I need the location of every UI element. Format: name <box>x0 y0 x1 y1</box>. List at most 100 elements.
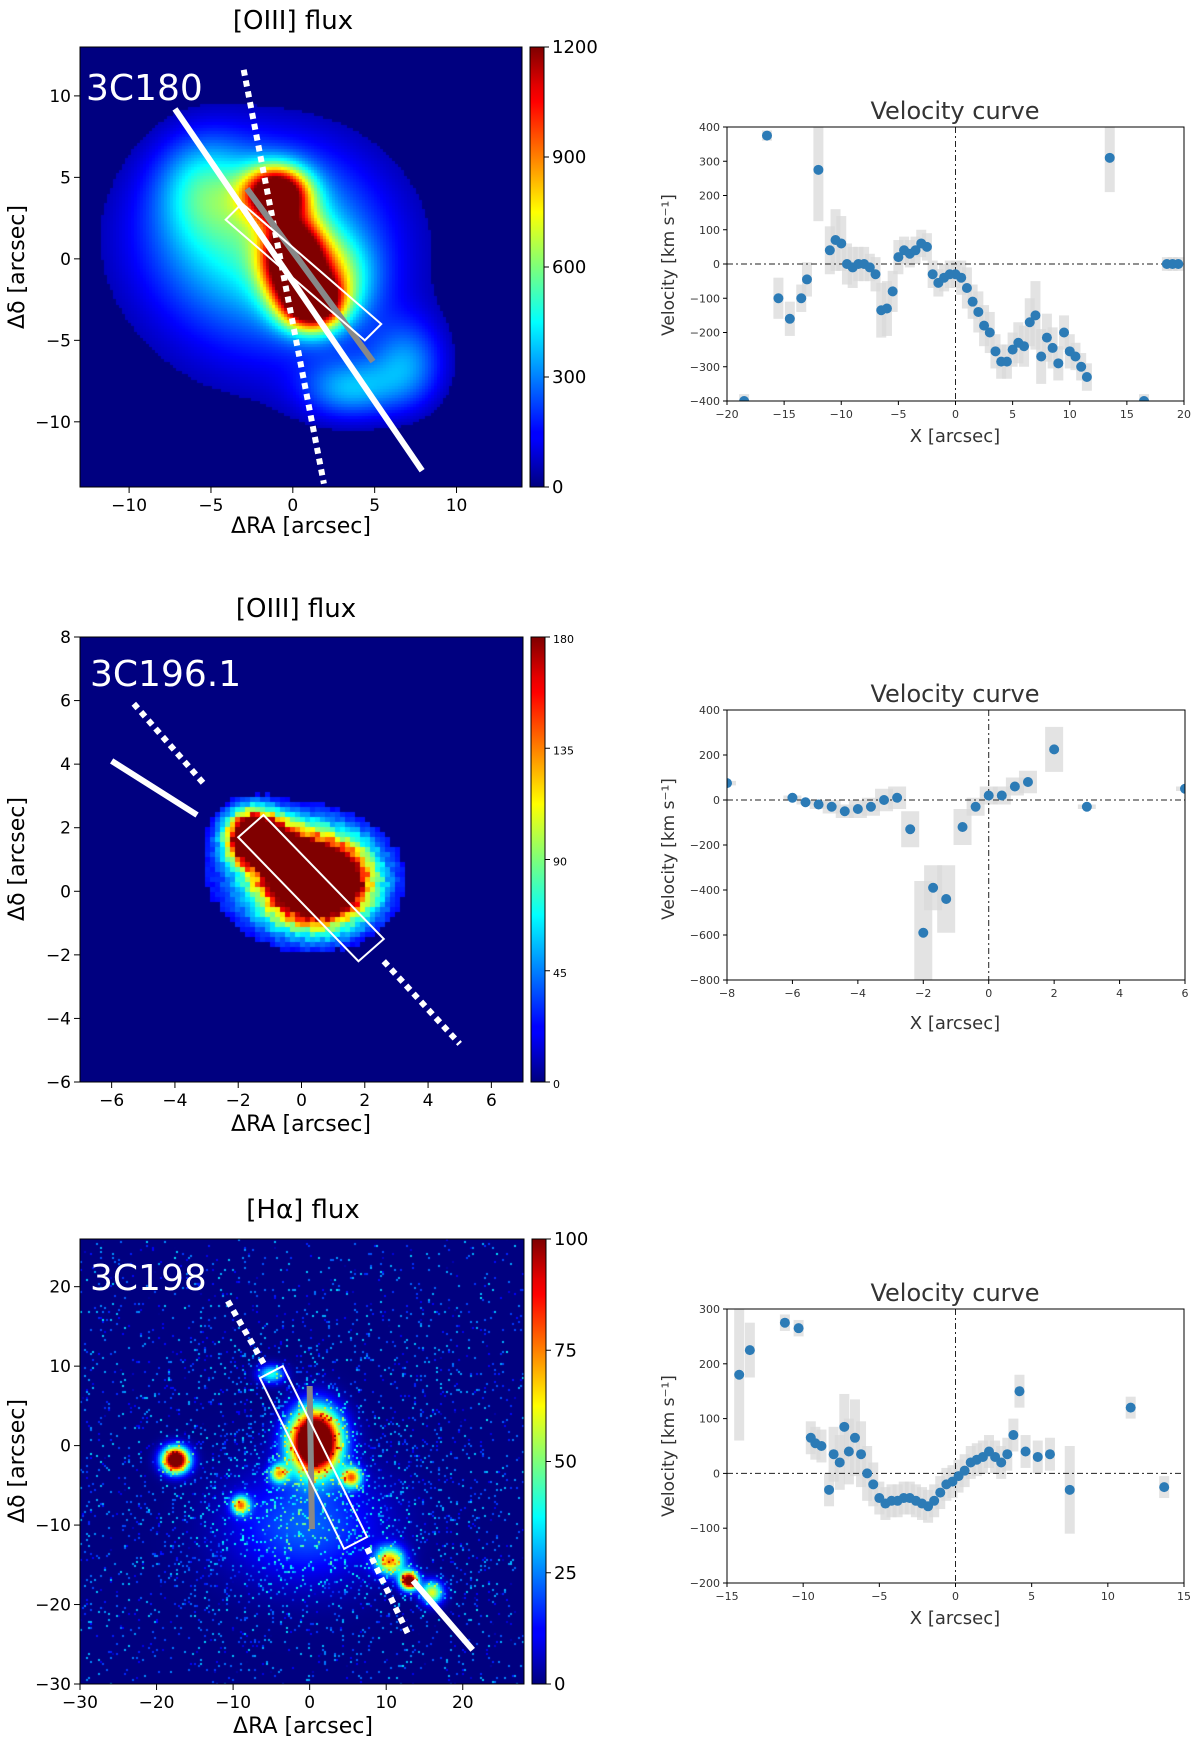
x-tick-label: 0 <box>304 1693 315 1713</box>
y-tick-label: 0 <box>713 1467 720 1480</box>
data-point <box>779 1317 790 1328</box>
colorbar-tick-label: 100 <box>554 1229 588 1250</box>
x-tick-label: 4 <box>1116 987 1123 1000</box>
data-point <box>879 795 890 805</box>
velocity-curve-3c180: Velocity curve −20 −15 −10 −5 0 5 10 15 20 −400 −3… <box>659 97 1191 447</box>
velocity-plot: −20 −15 −10 −5 0 5 10 15 20 −400 −300 −200 −100 0 100 2… <box>690 121 1191 421</box>
x-tick-label: −15 <box>715 1590 738 1603</box>
x-tick-label: −5 <box>198 496 223 516</box>
y-tick-label: 400 <box>699 121 720 134</box>
y-tick-label: 200 <box>699 190 720 203</box>
y-tick-label: 0 <box>60 882 71 902</box>
data-point <box>928 882 939 893</box>
data-point <box>843 1446 854 1457</box>
colorbar: 0 45 90 135 180 <box>530 633 574 1091</box>
y-tick-label: 6 <box>60 692 71 712</box>
y-axis-label: Δδ [arcsec] <box>5 205 30 329</box>
plot-title: Velocity curve <box>870 97 1039 125</box>
data-point <box>984 327 995 338</box>
y-tick-label: −200 <box>690 839 720 852</box>
y-tick-label: 400 <box>699 704 720 717</box>
data-point <box>868 1479 879 1490</box>
data-point <box>1009 781 1020 792</box>
data-point <box>734 1369 745 1380</box>
x-tick-label: −5 <box>871 1590 887 1603</box>
x-tick-label: 0 <box>985 987 992 1000</box>
colorbar: 0 25 50 75 100 <box>531 1229 588 1695</box>
y-tick-label: −100 <box>690 292 720 305</box>
y-tick-label: −800 <box>690 974 720 987</box>
y-tick-label: −10 <box>35 1516 71 1536</box>
velocity-plot: −15 −10 −5 0 5 10 15 −200 −100 0 100 200 300 <box>690 1303 1191 1603</box>
plot-title: Velocity curve <box>870 1279 1039 1307</box>
y-tick-label: −600 <box>690 929 720 942</box>
y-tick-label: −6 <box>46 1073 71 1093</box>
data-point <box>1008 1430 1019 1441</box>
colorbar-tick-label: 45 <box>553 967 567 980</box>
velocity-plot: −8 −6 −4 −2 0 2 4 6 −800 −600 −400 −200 0 200 400 <box>690 704 1189 1000</box>
colorbar-tick-label: 0 <box>552 477 563 498</box>
object-label: 3C196.1 <box>90 654 241 695</box>
x-tick-label: 0 <box>296 1091 307 1111</box>
x-tick-label: 4 <box>423 1091 434 1111</box>
x-tick-label: −6 <box>99 1091 124 1111</box>
data-point <box>929 1495 940 1506</box>
y-tick-label: −400 <box>690 395 720 408</box>
data-point <box>1030 310 1041 321</box>
y-tick-label: −200 <box>690 327 720 340</box>
y-tick-label: 0 <box>713 258 720 271</box>
colorbar-tick-label: 25 <box>554 1563 577 1584</box>
x-tick-label: 0 <box>287 496 298 516</box>
data-point <box>927 269 938 280</box>
data-point <box>990 346 1001 357</box>
y-axis-label: Δδ [arcsec] <box>5 1399 30 1523</box>
x-tick-label: −4 <box>850 987 866 1000</box>
data-point <box>1125 1402 1136 1413</box>
data-point <box>1104 152 1115 163</box>
colorbar-gradient <box>531 1238 547 1685</box>
x-tick-label: 5 <box>1028 1590 1035 1603</box>
data-point <box>1081 801 1092 812</box>
y-tick-label: 8 <box>60 628 71 648</box>
data-point <box>813 164 824 175</box>
velocity-curve-3c198: Velocity curve −15 −10 −5 0 5 10 15 −200 −100 0 10… <box>659 1279 1191 1629</box>
x-tick-label: −5 <box>890 408 906 421</box>
data-point <box>1044 1449 1055 1460</box>
x-tick-label: 20 <box>452 1693 474 1713</box>
y-tick-label: −2 <box>46 946 71 966</box>
x-tick-label: −15 <box>773 408 796 421</box>
data-point <box>739 396 750 401</box>
x-tick-label: −10 <box>830 408 853 421</box>
y-tick-label: 10 <box>49 87 71 107</box>
solid-axis-line <box>110 758 199 818</box>
y-tick-label: 200 <box>699 1358 720 1371</box>
map-overlays <box>172 69 425 485</box>
data-point <box>881 303 892 314</box>
x-axis-label: X [arcsec] <box>910 1013 1000 1034</box>
plot-title: Velocity curve <box>870 680 1039 708</box>
data-point <box>793 1323 804 1334</box>
map-overlays <box>225 1299 475 1652</box>
x-tick-label: 0 <box>952 1590 959 1603</box>
y-tick-label: 0 <box>60 1437 71 1457</box>
data-point <box>1053 358 1064 369</box>
x-tick-label: −4 <box>162 1091 187 1111</box>
y-tick-label: 4 <box>60 755 71 775</box>
data-point <box>761 130 772 141</box>
data-point <box>727 778 732 789</box>
x-tick-label: 15 <box>1120 408 1134 421</box>
solid-axis-line <box>172 107 425 473</box>
x-tick-label: −6 <box>784 987 800 1000</box>
map-overlays <box>110 701 462 1046</box>
x-tick-label: 20 <box>1177 408 1191 421</box>
data-point <box>1019 341 1030 352</box>
x-axis-label: ΔRA [arcsec] <box>231 514 371 539</box>
data-point <box>983 790 994 801</box>
data-point <box>813 799 824 810</box>
data-point <box>1020 1446 1031 1457</box>
solid-axis-line <box>410 1578 475 1652</box>
x-tick-label: 6 <box>486 1091 497 1111</box>
data-point <box>996 790 1007 801</box>
y-tick-label: 2 <box>60 819 71 839</box>
